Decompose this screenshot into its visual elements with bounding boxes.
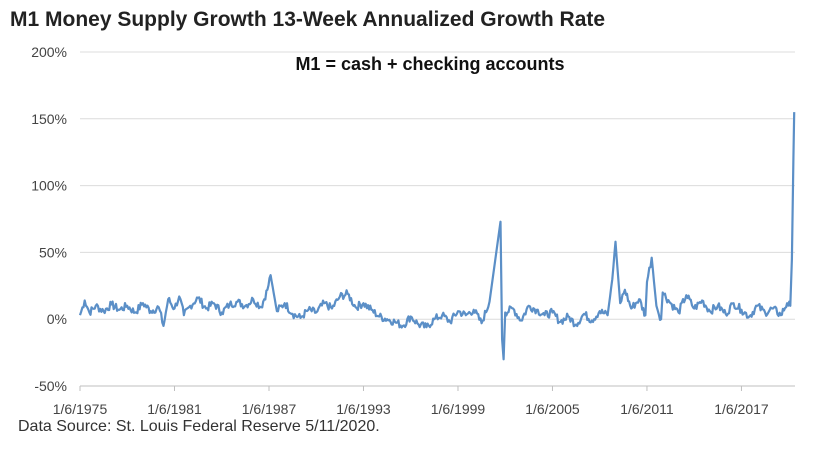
chart-annotation: M1 = cash + checking accounts xyxy=(295,54,564,74)
x-tick-label: 1/6/1975 xyxy=(53,401,108,417)
y-tick-label: 0% xyxy=(47,311,67,327)
y-axis: -50% 0% 50% 100% 150% 200% xyxy=(31,44,67,394)
x-axis: 1/6/1975 1/6/1981 1/6/1987 1/6/1993 1/6/1999… xyxy=(53,386,769,417)
y-tick-label: 50% xyxy=(39,244,67,260)
grid-lines xyxy=(80,51,795,387)
x-tick-label: 1/6/1981 xyxy=(147,401,202,417)
x-tick-label: 1/6/2017 xyxy=(714,401,769,417)
x-tick-label: 1/6/1993 xyxy=(336,401,391,417)
data-source-note: Data Source: St. Louis Federal Reserve 5… xyxy=(18,418,380,435)
series-line xyxy=(78,112,796,361)
y-tick-label: 150% xyxy=(31,111,67,127)
chart-title: M1 Money Supply Growth 13-Week Annualize… xyxy=(10,8,606,31)
x-tick-label: 1/6/2011 xyxy=(620,401,674,417)
x-tick-label: 1/6/2005 xyxy=(525,401,580,417)
x-tick-label: 1/6/1999 xyxy=(431,401,486,417)
y-tick-label: 100% xyxy=(31,178,67,194)
y-tick-label: -50% xyxy=(34,378,67,394)
y-tick-label: 200% xyxy=(31,44,67,60)
series-group xyxy=(78,112,796,361)
x-tick-label: 1/6/1987 xyxy=(242,401,297,417)
